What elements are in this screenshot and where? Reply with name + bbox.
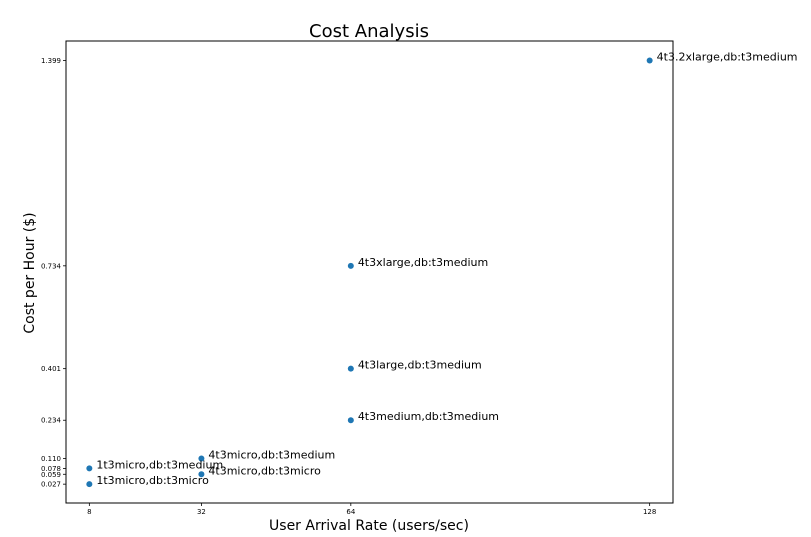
y-tick-label: 1.399 bbox=[41, 57, 61, 65]
y-tick-label: 0.401 bbox=[41, 365, 61, 373]
y-tick-label: 0.110 bbox=[41, 455, 61, 463]
x-tick-label: 64 bbox=[346, 508, 355, 516]
data-points bbox=[86, 57, 653, 488]
x-tick-label: 128 bbox=[643, 508, 656, 516]
point-annotation: 4t3micro,db:t3medium bbox=[208, 449, 335, 462]
x-axis-ticks: 8 32 64 128 bbox=[87, 503, 656, 516]
y-tick-label: 0.734 bbox=[41, 262, 62, 270]
point-annotation: 4t3medium,db:t3medium bbox=[358, 410, 499, 423]
chart-title: Cost Analysis bbox=[309, 21, 429, 42]
x-tick-label: 8 bbox=[87, 508, 91, 516]
data-point bbox=[347, 417, 354, 424]
point-annotation: 1t3micro,db:t3micro bbox=[96, 474, 209, 487]
data-point bbox=[347, 365, 354, 372]
point-annotation: 4t3micro,db:t3micro bbox=[208, 464, 321, 477]
data-point bbox=[86, 481, 93, 488]
plot-area bbox=[65, 40, 674, 504]
point-annotations: 1t3micro,db:t3micro1t3micro,db:t3medium4… bbox=[96, 50, 797, 487]
y-tick-label: 0.027 bbox=[41, 481, 61, 489]
data-point bbox=[86, 465, 93, 472]
data-point bbox=[347, 262, 354, 269]
y-tick-label: 0.059 bbox=[41, 471, 61, 479]
x-tick-label: 32 bbox=[197, 508, 206, 516]
y-tick-label: 0.234 bbox=[41, 417, 62, 425]
point-annotation: 4t3large,db:t3medium bbox=[358, 359, 482, 372]
point-annotation: 4t3.2xlarge,db:t3medium bbox=[657, 50, 798, 63]
point-annotation: 1t3micro,db:t3medium bbox=[96, 458, 223, 471]
y-axis-label: Cost per Hour ($) bbox=[22, 212, 38, 333]
point-annotation: 4t3xlarge,db:t3medium bbox=[358, 256, 488, 269]
data-point bbox=[198, 471, 205, 478]
x-axis-label: User Arrival Rate (users/sec) bbox=[269, 518, 469, 534]
data-point bbox=[646, 57, 653, 64]
data-point bbox=[198, 455, 205, 462]
y-tick-label: 0.078 bbox=[41, 465, 61, 473]
